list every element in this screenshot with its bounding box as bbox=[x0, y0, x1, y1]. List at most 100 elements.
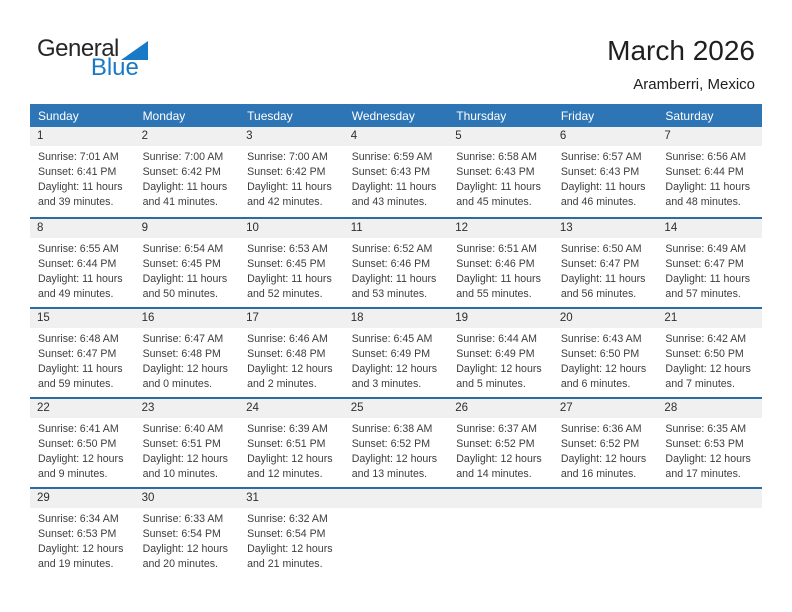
daylight-text-line2: and 59 minutes. bbox=[38, 378, 114, 390]
day-number bbox=[343, 489, 449, 508]
sunset-text: Sunset: 6:54 PM bbox=[142, 528, 221, 540]
sunrise-text: Sunrise: 6:48 AM bbox=[38, 333, 119, 345]
day-details: Sunrise: 6:55 AM Sunset: 6:44 PM Daylight:… bbox=[30, 238, 135, 302]
day-cell-12: 12 Sunrise: 6:51 AM Sunset: 6:46 PM Dayligh… bbox=[448, 219, 553, 307]
daylight-text-line2: and 56 minutes. bbox=[560, 288, 637, 300]
day-cell-6: 6 Sunrise: 6:57 AM Sunset: 6:43 PM Daylight… bbox=[552, 127, 658, 217]
day-number: 23 bbox=[134, 399, 240, 418]
sunset-text: Sunset: 6:52 PM bbox=[456, 438, 535, 450]
day-cell-4: 4 Sunrise: 6:59 AM Sunset: 6:43 PM Daylight… bbox=[343, 127, 449, 217]
weekday-header-row: Sunday Monday Tuesday Wednesday Thursday Frid… bbox=[30, 104, 762, 127]
day-details: Sunrise: 6:56 AM Sunset: 6:44 PM Daylight:… bbox=[657, 146, 762, 210]
sunrise-text: Sunrise: 6:59 AM bbox=[351, 151, 433, 163]
daylight-text-line1: Daylight: 11 hours bbox=[351, 273, 437, 285]
daylight-text-line2: and 20 minutes. bbox=[142, 558, 218, 570]
sunset-text: Sunset: 6:47 PM bbox=[665, 258, 744, 270]
sunset-text: Sunset: 6:43 PM bbox=[560, 166, 640, 178]
daylight-text-line1: Daylight: 11 hours bbox=[351, 181, 437, 193]
day-number: 15 bbox=[30, 309, 135, 328]
day-details: Sunrise: 6:57 AM Sunset: 6:43 PM Daylight:… bbox=[553, 146, 658, 210]
daylight-text-line2: and 48 minutes. bbox=[665, 196, 741, 208]
daylight-text-line2: and 53 minutes. bbox=[351, 288, 428, 300]
day-cell-17: 17 Sunrise: 6:46 AM Sunset: 6:48 PM Dayligh… bbox=[239, 309, 344, 397]
day-number: 19 bbox=[448, 309, 553, 328]
weekday-header-wednesday: Wednesday bbox=[351, 108, 415, 123]
weekday-header-saturday: Saturday bbox=[665, 108, 714, 123]
sunset-text: Sunset: 6:51 PM bbox=[247, 438, 326, 450]
day-cell-19: 19 Sunrise: 6:44 AM Sunset: 6:49 PM Dayligh… bbox=[448, 309, 553, 397]
day-details: Sunrise: 6:50 AM Sunset: 6:47 PM Daylight:… bbox=[553, 238, 658, 302]
daylight-text-line2: and 3 minutes. bbox=[351, 378, 422, 390]
day-cell-14: 14 Sunrise: 6:49 AM Sunset: 6:47 PM Dayligh… bbox=[657, 219, 762, 307]
sunset-text: Sunset: 6:51 PM bbox=[142, 438, 221, 450]
daylight-text-line2: and 16 minutes. bbox=[560, 468, 637, 480]
page-title: March 2026 bbox=[607, 35, 755, 66]
daylight-text-line1: Daylight: 12 hours bbox=[142, 453, 228, 465]
day-cell-5: 5 Sunrise: 6:58 AM Sunset: 6:43 PM Daylight… bbox=[448, 127, 553, 217]
sunrise-text: Sunrise: 6:57 AM bbox=[560, 151, 642, 163]
day-details: Sunrise: 6:41 AM Sunset: 6:50 PM Daylight:… bbox=[30, 418, 135, 482]
daylight-text-line2: and 46 minutes. bbox=[560, 196, 637, 208]
day-cell-2: 2 Sunrise: 7:00 AM Sunset: 6:42 PM Daylight… bbox=[134, 127, 240, 217]
daylight-text-line2: and 39 minutes. bbox=[38, 196, 114, 208]
sunset-text: Sunset: 6:53 PM bbox=[38, 528, 117, 540]
day-details: Sunrise: 6:53 AM Sunset: 6:45 PM Daylight:… bbox=[239, 238, 344, 302]
day-details: Sunrise: 6:51 AM Sunset: 6:46 PM Daylight:… bbox=[448, 238, 553, 302]
sunset-text: Sunset: 6:45 PM bbox=[142, 258, 221, 270]
day-cell-11: 11 Sunrise: 6:52 AM Sunset: 6:46 PM Dayligh… bbox=[343, 219, 449, 307]
sunrise-text: Sunrise: 6:42 AM bbox=[665, 333, 747, 345]
daylight-text-line2: and 12 minutes. bbox=[247, 468, 323, 480]
day-details: Sunrise: 6:52 AM Sunset: 6:46 PM Daylight:… bbox=[344, 238, 449, 302]
daylight-text-line2: and 17 minutes. bbox=[665, 468, 741, 480]
daylight-text-line2: and 57 minutes. bbox=[665, 288, 741, 300]
sunset-text: Sunset: 6:46 PM bbox=[456, 258, 535, 270]
sunrise-text: Sunrise: 7:01 AM bbox=[38, 151, 119, 163]
sunrise-text: Sunrise: 6:40 AM bbox=[142, 423, 224, 435]
weekday-header-monday: Monday bbox=[142, 108, 186, 123]
sunrise-text: Sunrise: 6:50 AM bbox=[560, 243, 642, 255]
daylight-text-line2: and 10 minutes. bbox=[142, 468, 218, 480]
day-cell-9: 9 Sunrise: 6:54 AM Sunset: 6:45 PM Daylight… bbox=[134, 219, 240, 307]
day-cell-10: 10 Sunrise: 6:53 AM Sunset: 6:45 PM Dayligh… bbox=[239, 219, 344, 307]
day-cell-22: 22 Sunrise: 6:41 AM Sunset: 6:50 PM Dayligh… bbox=[30, 399, 135, 487]
daylight-text-line2: and 52 minutes. bbox=[247, 288, 323, 300]
general-blue-logo: General Blue bbox=[37, 37, 148, 80]
day-details: Sunrise: 6:35 AM Sunset: 6:53 PM Daylight:… bbox=[657, 418, 762, 482]
day-details: Sunrise: 6:37 AM Sunset: 6:52 PM Daylight:… bbox=[448, 418, 553, 482]
daylight-text-line1: Daylight: 12 hours bbox=[456, 453, 542, 465]
day-cell-empty bbox=[552, 489, 658, 577]
sunrise-text: Sunrise: 6:53 AM bbox=[247, 243, 328, 255]
day-cell-3: 3 Sunrise: 7:00 AM Sunset: 6:42 PM Daylight… bbox=[239, 127, 344, 217]
calendar-grid: Sunday Monday Tuesday Wednesday Thursday Frid… bbox=[30, 104, 762, 577]
daylight-text-line2: and 50 minutes. bbox=[142, 288, 218, 300]
day-cell-26: 26 Sunrise: 6:37 AM Sunset: 6:52 PM Dayligh… bbox=[448, 399, 553, 487]
day-details: Sunrise: 6:36 AM Sunset: 6:52 PM Daylight:… bbox=[553, 418, 658, 482]
daylight-text-line2: and 21 minutes. bbox=[247, 558, 323, 570]
sunset-text: Sunset: 6:48 PM bbox=[142, 348, 221, 360]
day-cell-29: 29 Sunrise: 6:34 AM Sunset: 6:53 PM Dayligh… bbox=[30, 489, 135, 577]
week-row-5: 29 Sunrise: 6:34 AM Sunset: 6:53 PM Dayligh… bbox=[30, 487, 762, 577]
sunrise-text: Sunrise: 6:52 AM bbox=[351, 243, 433, 255]
sunset-text: Sunset: 6:53 PM bbox=[665, 438, 744, 450]
sunset-text: Sunset: 6:41 PM bbox=[38, 166, 117, 178]
day-number: 24 bbox=[239, 399, 344, 418]
sunrise-text: Sunrise: 6:34 AM bbox=[38, 513, 119, 525]
sunset-text: Sunset: 6:48 PM bbox=[247, 348, 326, 360]
sunset-text: Sunset: 6:49 PM bbox=[351, 348, 431, 360]
daylight-text-line1: Daylight: 12 hours bbox=[38, 543, 124, 555]
day-cell-16: 16 Sunrise: 6:47 AM Sunset: 6:48 PM Dayligh… bbox=[134, 309, 240, 397]
daylight-text-line1: Daylight: 12 hours bbox=[351, 453, 438, 465]
day-number: 8 bbox=[30, 219, 135, 238]
sunset-text: Sunset: 6:49 PM bbox=[456, 348, 535, 360]
day-details: Sunrise: 6:44 AM Sunset: 6:49 PM Daylight:… bbox=[448, 328, 553, 392]
daylight-text-line1: Daylight: 11 hours bbox=[142, 181, 228, 193]
daylight-text-line1: Daylight: 11 hours bbox=[665, 273, 751, 285]
daylight-text-line2: and 0 minutes. bbox=[142, 378, 213, 390]
weekday-header-thursday: Thursday bbox=[456, 108, 507, 123]
sunset-text: Sunset: 6:50 PM bbox=[665, 348, 744, 360]
day-number: 31 bbox=[239, 489, 344, 508]
daylight-text-line2: and 2 minutes. bbox=[247, 378, 317, 390]
day-details: Sunrise: 6:58 AM Sunset: 6:43 PM Daylight:… bbox=[448, 146, 553, 210]
day-details: Sunrise: 6:49 AM Sunset: 6:47 PM Daylight:… bbox=[657, 238, 762, 302]
daylight-text-line1: Daylight: 11 hours bbox=[665, 181, 751, 193]
